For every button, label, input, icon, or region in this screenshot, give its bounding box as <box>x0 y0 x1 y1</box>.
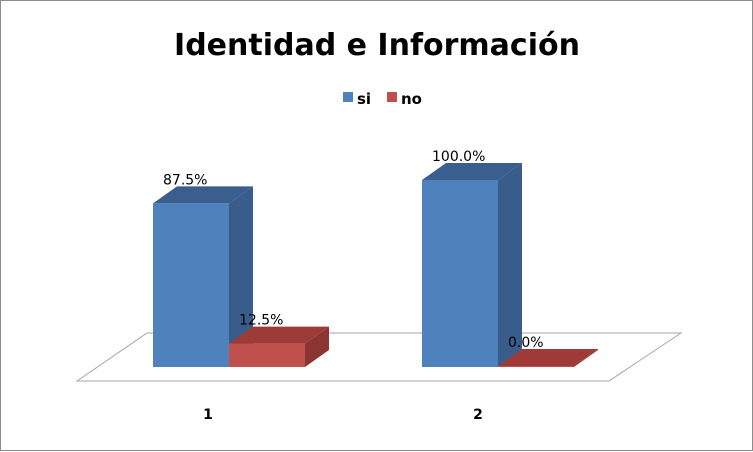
bar-no-1-top <box>229 326 329 344</box>
legend-swatch-si <box>343 92 353 102</box>
bar-si-1-top <box>153 186 253 204</box>
x-tick-label-2: 2 <box>473 407 483 423</box>
bar-no-1-side <box>305 326 329 367</box>
bars-group: 87.5% 12.5% 100.0% 0.0% <box>153 149 598 367</box>
legend-swatch-no <box>387 92 397 102</box>
bar-no-2 <box>498 366 574 367</box>
bar-si-2-side <box>498 163 522 367</box>
bar-si-1 <box>153 203 229 367</box>
data-label-no-1: 12.5% <box>239 313 283 329</box>
bar-no-1 <box>229 343 305 367</box>
bar-no-2-side <box>574 349 598 367</box>
bar-si-2 <box>422 180 498 367</box>
data-label-si-1: 87.5% <box>163 172 207 188</box>
legend: si no <box>343 90 422 108</box>
legend-label-si: si <box>357 90 371 108</box>
data-label-si-2: 100.0% <box>432 149 485 165</box>
data-label-no-2: 0.0% <box>508 335 544 351</box>
bar-si-2-top <box>422 163 522 180</box>
x-tick-label-1: 1 <box>203 407 213 423</box>
bar-si-1-side <box>229 186 253 367</box>
chart-title: Identidad e Información <box>174 28 580 63</box>
legend-label-no: no <box>401 90 422 108</box>
bar-no-2-top <box>498 349 598 366</box>
